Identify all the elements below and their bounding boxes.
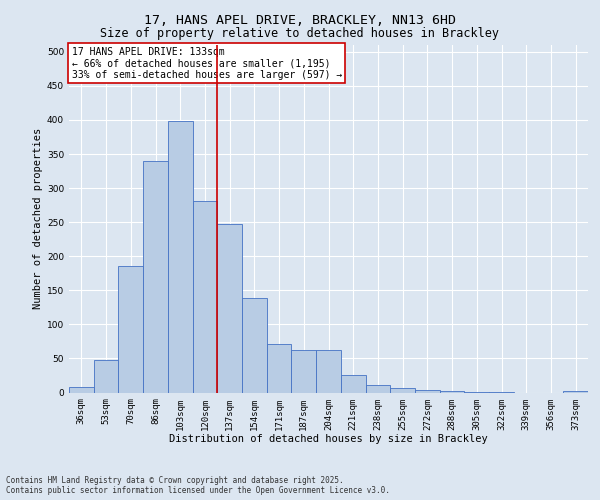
Y-axis label: Number of detached properties: Number of detached properties	[33, 128, 43, 310]
Bar	[168, 120, 193, 392]
Bar	[316, 350, 341, 393]
Text: 17 HANS APEL DRIVE: 133sqm
← 66% of detached houses are smaller (1,195)
33% of s: 17 HANS APEL DRIVE: 133sqm ← 66% of deta…	[71, 46, 342, 80]
Text: 17, HANS APEL DRIVE, BRACKLEY, NN13 6HD: 17, HANS APEL DRIVE, BRACKLEY, NN13 6HD	[144, 14, 456, 27]
Bar	[242, 298, 267, 392]
Bar	[94, 360, 118, 392]
Bar	[390, 388, 415, 392]
Bar	[143, 161, 168, 392]
Bar	[193, 201, 217, 392]
Bar	[217, 224, 242, 392]
Bar	[69, 387, 94, 392]
X-axis label: Distribution of detached houses by size in Brackley: Distribution of detached houses by size …	[169, 434, 488, 444]
Bar	[341, 376, 365, 392]
Bar	[267, 344, 292, 393]
Bar	[415, 390, 440, 392]
Bar	[365, 385, 390, 392]
Text: Size of property relative to detached houses in Brackley: Size of property relative to detached ho…	[101, 28, 499, 40]
Bar	[292, 350, 316, 393]
Bar	[563, 391, 588, 392]
Text: Contains HM Land Registry data © Crown copyright and database right 2025.
Contai: Contains HM Land Registry data © Crown c…	[6, 476, 390, 495]
Bar	[440, 391, 464, 392]
Bar	[118, 266, 143, 392]
